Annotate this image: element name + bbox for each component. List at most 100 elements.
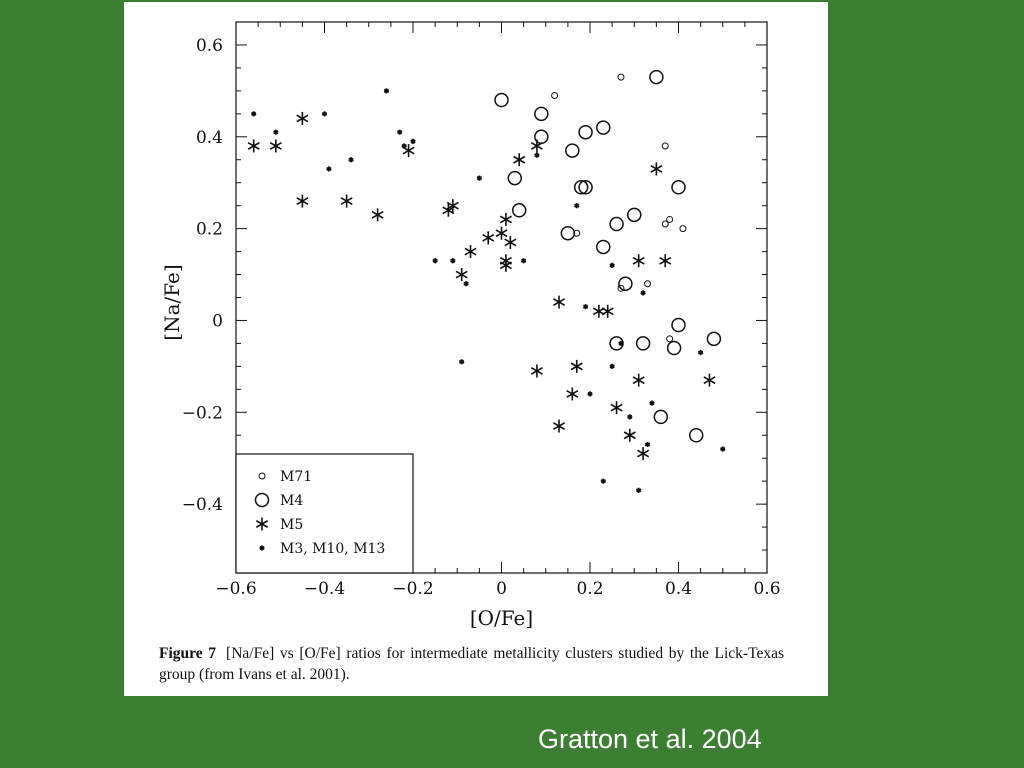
point-m5 <box>499 212 512 226</box>
point-m3-m10-m13 <box>587 391 593 397</box>
point-m5 <box>623 428 636 442</box>
y-tick-label: 0 <box>212 311 223 331</box>
point-m5 <box>566 387 579 401</box>
point-m5 <box>610 401 623 415</box>
point-m4 <box>511 203 527 218</box>
point-m5 <box>455 268 468 282</box>
plot-marks <box>247 69 726 493</box>
axis-labels: −0.6 −0.4 −0.2 0 0.2 0.4 0.6 −0.4 −0.2 0 0.2 0.4 0.6… <box>160 36 781 630</box>
legend-label: M4 <box>280 493 303 509</box>
figure-caption: Figure 7 [Na/Fe] vs [O/Fe] ratios for int… <box>159 643 784 685</box>
point-m5 <box>650 162 663 176</box>
x-axis-label: [O/Fe] <box>470 606 533 630</box>
point-m71 <box>679 225 687 233</box>
point-m5 <box>296 111 309 125</box>
point-m4 <box>609 336 624 351</box>
point-m5 <box>530 139 543 153</box>
point-m71 <box>661 142 669 150</box>
point-m5 <box>530 364 543 378</box>
x-tick-label: −0.2 <box>392 579 433 599</box>
y-tick-label: −0.4 <box>182 495 223 515</box>
point-m4 <box>609 216 624 232</box>
legend-marker <box>258 472 266 480</box>
point-m3-m10-m13 <box>397 129 403 135</box>
point-m3-m10-m13 <box>640 290 646 296</box>
legend-marker <box>254 492 270 508</box>
point-m3-m10-m13 <box>250 111 257 117</box>
point-m5 <box>659 254 672 268</box>
point-m4 <box>573 180 589 195</box>
point-m5 <box>703 373 716 387</box>
point-m4 <box>706 331 722 347</box>
point-m3-m10-m13 <box>627 414 633 420</box>
legend-marker <box>255 517 269 531</box>
point-m4 <box>534 106 549 122</box>
figure-panel: M71 M4 M5 M3, M10, M13 −0.6 −0.4 −0.2 0 0.2 0.4 0… <box>124 2 828 696</box>
point-m5 <box>340 194 353 208</box>
point-m4 <box>596 120 611 135</box>
caption-label: Figure 7 <box>159 645 217 662</box>
caption-text: [Na/Fe] vs [O/Fe] ratios for intermediat… <box>159 645 784 683</box>
point-m71 <box>617 284 625 292</box>
point-m3-m10-m13 <box>383 88 390 94</box>
credit-text: Gratton et al. 2004 <box>538 724 762 754</box>
point-m5 <box>637 447 650 461</box>
y-tick-label: 0.4 <box>196 128 223 148</box>
point-m3-m10-m13 <box>609 363 615 369</box>
y-tick-label: 0.6 <box>196 36 223 56</box>
point-m5 <box>296 194 309 208</box>
legend-box <box>235 453 414 574</box>
point-m4 <box>578 180 593 195</box>
point-m3-m10-m13 <box>644 441 651 448</box>
point-m4 <box>671 180 686 195</box>
point-m4 <box>688 428 704 443</box>
point-m3-m10-m13 <box>410 138 416 144</box>
point-m4 <box>627 207 642 223</box>
point-m5 <box>504 235 517 249</box>
point-m71 <box>661 220 669 228</box>
point-m4 <box>596 239 611 255</box>
point-m4 <box>671 317 686 333</box>
point-m4 <box>565 143 580 158</box>
y-tick-label: −0.2 <box>182 403 223 423</box>
point-m4 <box>666 340 682 356</box>
x-tick-label: −0.4 <box>304 579 345 599</box>
legend-label: M3, M10, M13 <box>280 541 385 557</box>
legend-marker <box>259 545 265 551</box>
legend-label: M71 <box>280 469 312 485</box>
point-m3-m10-m13 <box>450 258 456 264</box>
point-m5 <box>495 226 508 240</box>
point-m5 <box>513 153 526 167</box>
point-m5 <box>446 199 459 213</box>
legend-label: M5 <box>280 517 303 533</box>
point-m3-m10-m13 <box>458 359 465 365</box>
point-m71 <box>644 280 652 288</box>
point-m5 <box>482 231 495 245</box>
point-m3-m10-m13 <box>697 350 704 356</box>
point-m5 <box>464 245 477 259</box>
point-m3-m10-m13 <box>618 340 624 347</box>
legend: M71 M4 M5 M3, M10, M13 <box>235 453 414 574</box>
point-m3-m10-m13 <box>321 111 328 117</box>
point-m3-m10-m13 <box>476 175 483 181</box>
point-m4 <box>578 124 593 140</box>
point-m3-m10-m13 <box>649 400 655 406</box>
point-m71 <box>666 215 674 223</box>
point-m71 <box>551 91 559 99</box>
point-m5 <box>371 208 384 222</box>
y-tick-label: 0.2 <box>196 220 223 240</box>
point-m5 <box>592 304 605 318</box>
point-m71 <box>617 73 625 81</box>
point-m4 <box>649 69 664 85</box>
point-m3-m10-m13 <box>720 446 726 452</box>
point-m5 <box>269 139 282 153</box>
point-m5 <box>499 258 512 272</box>
point-m5 <box>632 373 645 387</box>
x-tick-label: −0.6 <box>215 579 256 599</box>
plot-axes <box>235 21 768 574</box>
scatter-plot: M71 M4 M5 M3, M10, M13 −0.6 −0.4 −0.2 0 0.2 0.4 0… <box>160 21 781 630</box>
point-m3-m10-m13 <box>463 281 469 287</box>
point-m5 <box>632 254 645 268</box>
y-axis-label: [Na/Fe] <box>160 264 184 340</box>
point-m3-m10-m13 <box>534 152 540 158</box>
